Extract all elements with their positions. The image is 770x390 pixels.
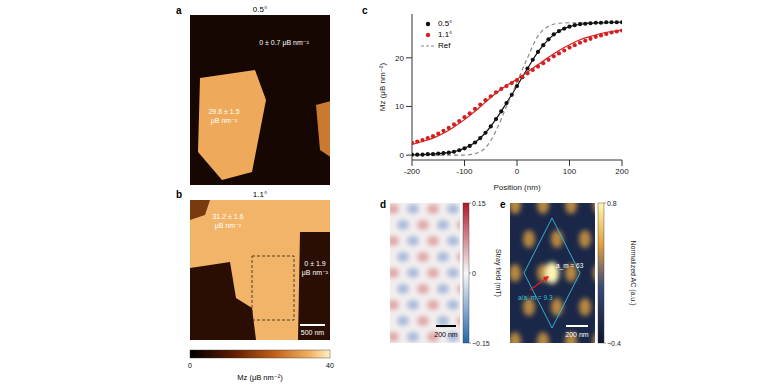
svg-text:0.8: 0.8: [607, 200, 617, 207]
svg-text:500 nm: 500 nm: [301, 329, 325, 336]
svg-text:Normalized AC (a.u.): Normalized AC (a.u.): [629, 241, 637, 306]
svg-text:0: 0: [188, 362, 192, 369]
svg-text:Mz (μB nm⁻²): Mz (μB nm⁻²): [237, 373, 283, 382]
svg-text:0 ± 0.7 μB nm⁻²: 0 ± 0.7 μB nm⁻²: [259, 39, 309, 47]
svg-text:100: 100: [563, 167, 577, 176]
svg-text:200 nm: 200 nm: [565, 331, 589, 338]
svg-text:a_m = 63: a_m = 63: [556, 262, 584, 270]
html-text:1.1°: 1.1°: [438, 30, 453, 39]
svg-text:−0.4: −0.4: [607, 340, 621, 347]
svg-text:-100: -100: [456, 167, 473, 176]
svg-text:a/a_m = 9.3: a/a_m = 9.3: [518, 294, 553, 302]
svg-text:c: c: [362, 5, 368, 16]
svg-text:0.5°: 0.5°: [253, 5, 267, 14]
svg-text:Stray field (mT): Stray field (mT): [494, 249, 502, 297]
svg-text:0 ± 1.9μB nm⁻²: 0 ± 1.9μB nm⁻²: [302, 260, 329, 277]
svg-text:-200: -200: [404, 167, 421, 176]
svg-text:0.15: 0.15: [472, 200, 486, 207]
html-text:0.5°: 0.5°: [438, 19, 453, 28]
svg-text:b: b: [176, 189, 182, 200]
svg-text:−0.15: −0.15: [472, 340, 490, 347]
svg-text:10: 10: [395, 102, 404, 111]
svg-text:200 nm: 200 nm: [434, 331, 458, 338]
svg-text:1.1°: 1.1°: [253, 190, 267, 199]
svg-text:40: 40: [326, 362, 334, 369]
svg-text:Mz (μB nm⁻²): Mz (μB nm⁻²): [378, 62, 387, 111]
svg-text:a: a: [176, 5, 182, 16]
svg-text:0: 0: [472, 270, 476, 277]
svg-text:Position (nm): Position (nm): [493, 183, 540, 192]
svg-text:e: e: [500, 199, 506, 210]
html-text:Ref: Ref: [438, 41, 451, 50]
svg-text:0: 0: [400, 151, 405, 160]
svg-text:0: 0: [515, 167, 520, 176]
svg-text:29.8 ± 1.5μB nm⁻²: 29.8 ± 1.5μB nm⁻²: [208, 108, 239, 125]
svg-text:d: d: [380, 199, 386, 210]
svg-text:31.2 ± 1.6μB nm⁻²: 31.2 ± 1.6μB nm⁻²: [212, 213, 243, 230]
svg-text:20: 20: [395, 54, 404, 63]
svg-text:200: 200: [615, 167, 629, 176]
